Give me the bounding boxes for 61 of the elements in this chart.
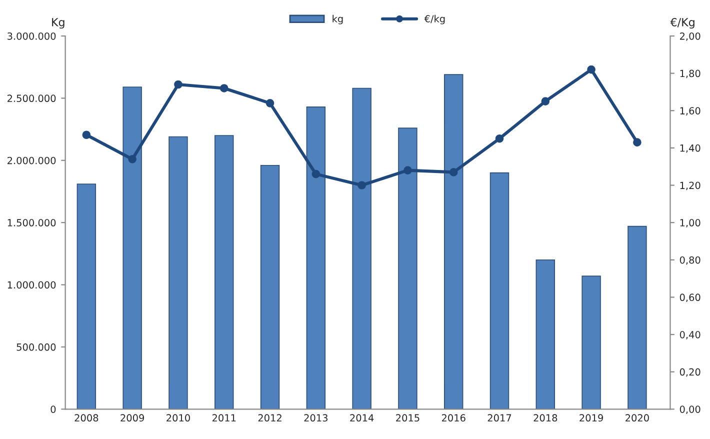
y2-tick-label: 0,80 xyxy=(680,256,700,265)
bar xyxy=(444,74,464,410)
point xyxy=(633,138,642,147)
bar xyxy=(490,172,510,410)
point xyxy=(541,97,550,106)
legend-label: €/kg xyxy=(424,14,445,24)
x-tick-label: 2008 xyxy=(74,414,98,422)
x-tick-label: 2014 xyxy=(350,414,374,422)
x-tick-label: 2015 xyxy=(396,414,420,422)
y-tick-label: 1.000.000 xyxy=(8,281,56,289)
point xyxy=(220,84,228,92)
y2-tick-label: 0,60 xyxy=(680,294,700,302)
y2-tick-label: 2,00 xyxy=(680,32,700,41)
x-tick-label: 2012 xyxy=(258,414,282,422)
y2-axis-title: €/Kg xyxy=(670,18,694,29)
y2-tick-label: 0,20 xyxy=(680,368,700,377)
y-tick-label: 500.000 xyxy=(16,343,56,351)
x-tick-label: 2016 xyxy=(442,414,466,422)
y-tick-label: 2.500.000 xyxy=(8,94,56,102)
y2-tick-label: 1,00 xyxy=(680,219,700,228)
y2-tick-label: 1,80 xyxy=(680,70,700,78)
y-tick-label: 1.500.000 xyxy=(8,219,56,226)
x-tick-label: 2020 xyxy=(626,414,649,422)
point xyxy=(449,168,458,176)
legend-label: kg xyxy=(332,14,343,24)
point xyxy=(82,130,91,140)
x-tick-label: 2019 xyxy=(580,414,603,422)
x-tick-label: 2010 xyxy=(166,414,190,422)
point xyxy=(266,99,274,108)
y2-tick-label: 0,00 xyxy=(680,406,700,414)
x-tick-label: 2013 xyxy=(304,414,328,422)
y-tick-label: 3.000.000 xyxy=(8,32,56,40)
bar xyxy=(582,276,601,410)
point xyxy=(495,134,504,143)
y-tick-label: 2.000.000 xyxy=(8,156,56,164)
bar xyxy=(214,135,234,410)
x-tick-label: 2011 xyxy=(212,414,236,422)
y2-tick-label: 0,40 xyxy=(680,330,700,340)
bar xyxy=(628,226,647,410)
bar xyxy=(352,88,372,410)
bar xyxy=(76,184,96,410)
bar xyxy=(306,106,326,410)
point xyxy=(587,65,596,74)
point xyxy=(174,80,182,89)
point xyxy=(404,166,412,174)
bar xyxy=(122,86,142,410)
point xyxy=(312,170,320,178)
bar xyxy=(398,128,418,410)
point xyxy=(358,181,366,190)
x-tick-label: 2017 xyxy=(488,414,512,422)
x-tick-label: 2009 xyxy=(120,414,144,422)
point xyxy=(128,154,136,164)
y2-tick-label: 1,40 xyxy=(680,144,700,153)
bar xyxy=(260,164,280,410)
y2-tick-label: 1,60 xyxy=(680,107,700,116)
y-tick-label: 0 xyxy=(50,406,56,413)
x-tick-label: 2018 xyxy=(534,414,558,422)
bar xyxy=(168,136,188,410)
y-axis-title: Kg xyxy=(52,18,64,29)
y2-tick-label: 1,20 xyxy=(680,182,700,190)
bar xyxy=(536,259,555,410)
